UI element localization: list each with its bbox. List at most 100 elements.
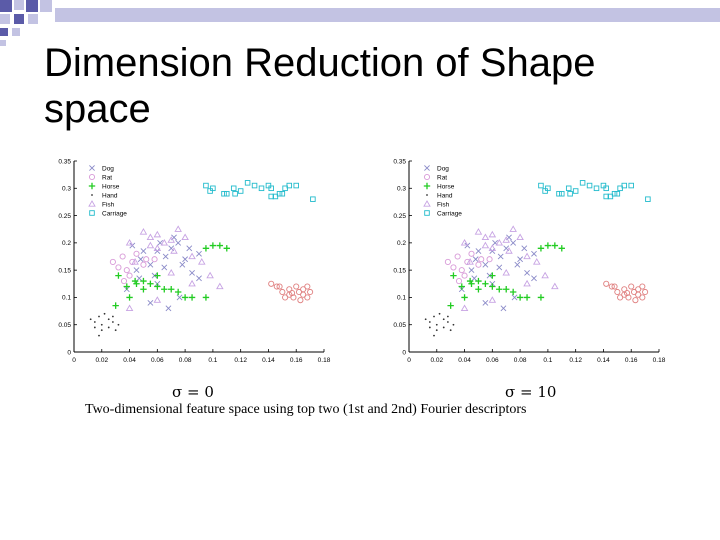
data-point	[175, 239, 182, 246]
data-point	[614, 288, 621, 296]
data-point	[139, 228, 148, 235]
data-point	[119, 253, 126, 260]
data-point	[531, 250, 537, 257]
legend-marker	[424, 165, 430, 171]
data-point	[123, 283, 130, 290]
data-point	[488, 244, 497, 251]
data-point	[565, 185, 572, 192]
legend-label: Horse	[437, 184, 455, 191]
data-point	[444, 258, 451, 266]
data-point	[162, 253, 169, 260]
data-point	[455, 278, 463, 285]
x-tick-label: 0.16	[625, 357, 638, 364]
scatter-plot-svg: 0 0.02 0.04 0.06 0.08 0.1 0.12 0.14 0.16 0.18 0 0.0…	[393, 158, 665, 364]
data-point	[551, 242, 559, 249]
y-tick-label: 0.35	[58, 158, 71, 165]
y-tick-label: 0.15	[58, 267, 71, 274]
data-point	[174, 288, 182, 296]
data-point	[304, 283, 311, 290]
data-point	[176, 294, 183, 301]
data-point	[516, 233, 524, 241]
data-point	[168, 286, 175, 293]
legend-label: Fish	[437, 202, 450, 209]
data-point	[230, 185, 237, 192]
data-point	[538, 182, 544, 189]
data-point	[442, 326, 445, 329]
data-point	[466, 258, 474, 265]
data-point	[579, 180, 586, 186]
data-point	[433, 315, 435, 318]
data-point	[133, 267, 140, 274]
data-point	[532, 258, 541, 265]
data-point	[468, 267, 475, 274]
series-carriage	[538, 180, 651, 202]
data-point	[514, 261, 521, 268]
data-point	[496, 286, 503, 293]
data-point	[621, 182, 628, 189]
data-point	[202, 245, 210, 252]
data-point	[153, 230, 162, 238]
data-point	[474, 228, 483, 235]
data-point	[475, 261, 482, 268]
data-point	[146, 233, 155, 241]
legend-label: Dog	[437, 166, 449, 173]
data-point	[537, 245, 545, 252]
data-point	[489, 248, 496, 254]
data-point	[147, 261, 154, 268]
data-point	[147, 299, 154, 306]
data-point	[603, 280, 610, 287]
deco-square	[12, 28, 20, 36]
data-point	[221, 190, 227, 197]
data-point	[489, 272, 496, 279]
series-fish	[460, 225, 559, 311]
data-point	[286, 182, 293, 189]
deco-square	[0, 14, 10, 24]
data-point	[428, 326, 431, 329]
data-point	[98, 315, 100, 318]
series-rat	[444, 250, 493, 285]
data-point	[537, 294, 545, 301]
data-point	[251, 182, 258, 189]
data-point	[466, 277, 474, 285]
data-point	[482, 299, 489, 306]
data-point	[98, 334, 100, 337]
data-point	[645, 196, 651, 202]
x-tick-label: 0.12	[234, 357, 247, 364]
data-point	[93, 326, 96, 329]
deco-square	[0, 40, 6, 46]
x-tick-label: 0	[407, 357, 411, 364]
data-point	[137, 256, 144, 263]
legend-label: Horse	[102, 184, 120, 191]
data-point	[100, 323, 103, 326]
data-point	[181, 233, 189, 241]
x-tick-label: 0.1	[208, 357, 217, 364]
data-point	[125, 238, 134, 246]
y-tick-label: 0.05	[393, 322, 406, 329]
data-point	[628, 182, 634, 189]
data-point	[268, 193, 274, 200]
data-point	[556, 190, 562, 197]
data-point	[147, 280, 154, 287]
y-tick-label: 0.3	[397, 186, 406, 193]
y-tick-label: 0.2	[397, 240, 406, 247]
data-point	[635, 286, 642, 293]
data-point	[174, 225, 182, 232]
data-point	[273, 283, 280, 290]
x-tick-label: 0.14	[597, 357, 610, 364]
data-point	[224, 190, 230, 197]
data-point	[642, 288, 649, 296]
data-point	[112, 302, 119, 309]
data-point	[111, 321, 114, 323]
data-point	[109, 258, 116, 266]
x-tick-label: 0.16	[290, 357, 303, 364]
data-point	[154, 248, 161, 254]
data-point	[481, 241, 490, 249]
data-point	[475, 286, 482, 293]
data-point	[461, 272, 468, 279]
data-point	[544, 242, 552, 249]
data-point	[452, 323, 455, 326]
legend: Dog Rat Horse Hand Fish Carriage	[423, 165, 462, 218]
sigma-label-right: σ = 10	[505, 383, 557, 401]
data-point	[502, 268, 511, 276]
data-point	[446, 315, 449, 318]
